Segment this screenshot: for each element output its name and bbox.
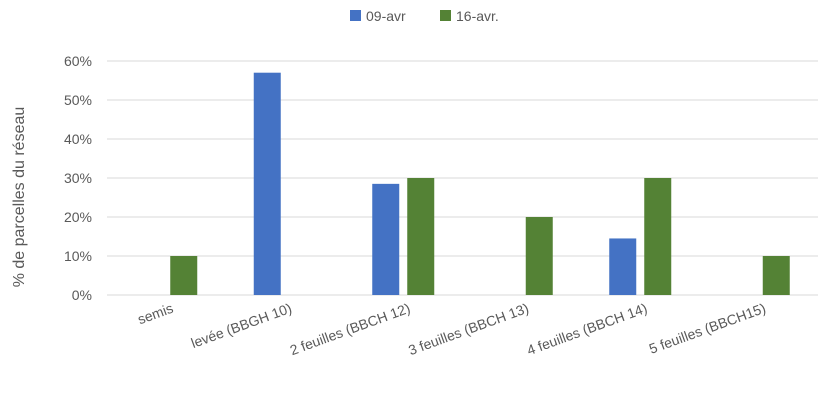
bar-series-1 [253,72,281,295]
bar-series-2 [644,178,672,295]
x-axis-ticks: semis levée (BBGH 10)2 feuilles (BBCH 12)… [135,300,767,358]
legend-swatch [350,10,361,21]
y-tick-label: 60% [64,53,92,69]
bar-series-2 [170,256,198,295]
legend: 09-avr 16-avr. [350,8,499,24]
bar-series-2 [525,217,553,295]
legend-label: 16-avr. [456,8,499,24]
x-tick-label: 5 feuilles (BBCH15) [647,300,768,357]
bar-series-1 [372,183,400,295]
bar-series-2 [407,178,435,295]
y-tick-label: 40% [64,131,92,147]
bar-series-2 [762,256,790,295]
x-tick-label: 3 feuilles (BBCH 13) [406,300,531,358]
y-tick-label: 10% [64,248,92,264]
x-tick-label: semis [135,300,175,328]
x-tick-label: 4 feuilles (BBCH 14) [525,300,650,358]
legend-label: 09-avr [366,8,406,24]
bars [170,72,790,295]
y-axis-label: % de parcelles du réseau [11,107,28,288]
x-tick-label: levée (BBGH 10) [189,300,294,351]
x-tick-label: 2 feuilles (BBCH 12) [288,300,413,358]
bar-series-1 [609,238,637,295]
y-tick-label: 50% [64,92,92,108]
legend-swatch [440,10,451,21]
gridlines [107,60,818,296]
y-axis-ticks: 0% 10% 20% 30% 40% 50% 60% [64,53,92,303]
y-tick-label: 30% [64,170,92,186]
y-tick-label: 20% [64,209,92,225]
y-tick-label: 0% [72,287,92,303]
